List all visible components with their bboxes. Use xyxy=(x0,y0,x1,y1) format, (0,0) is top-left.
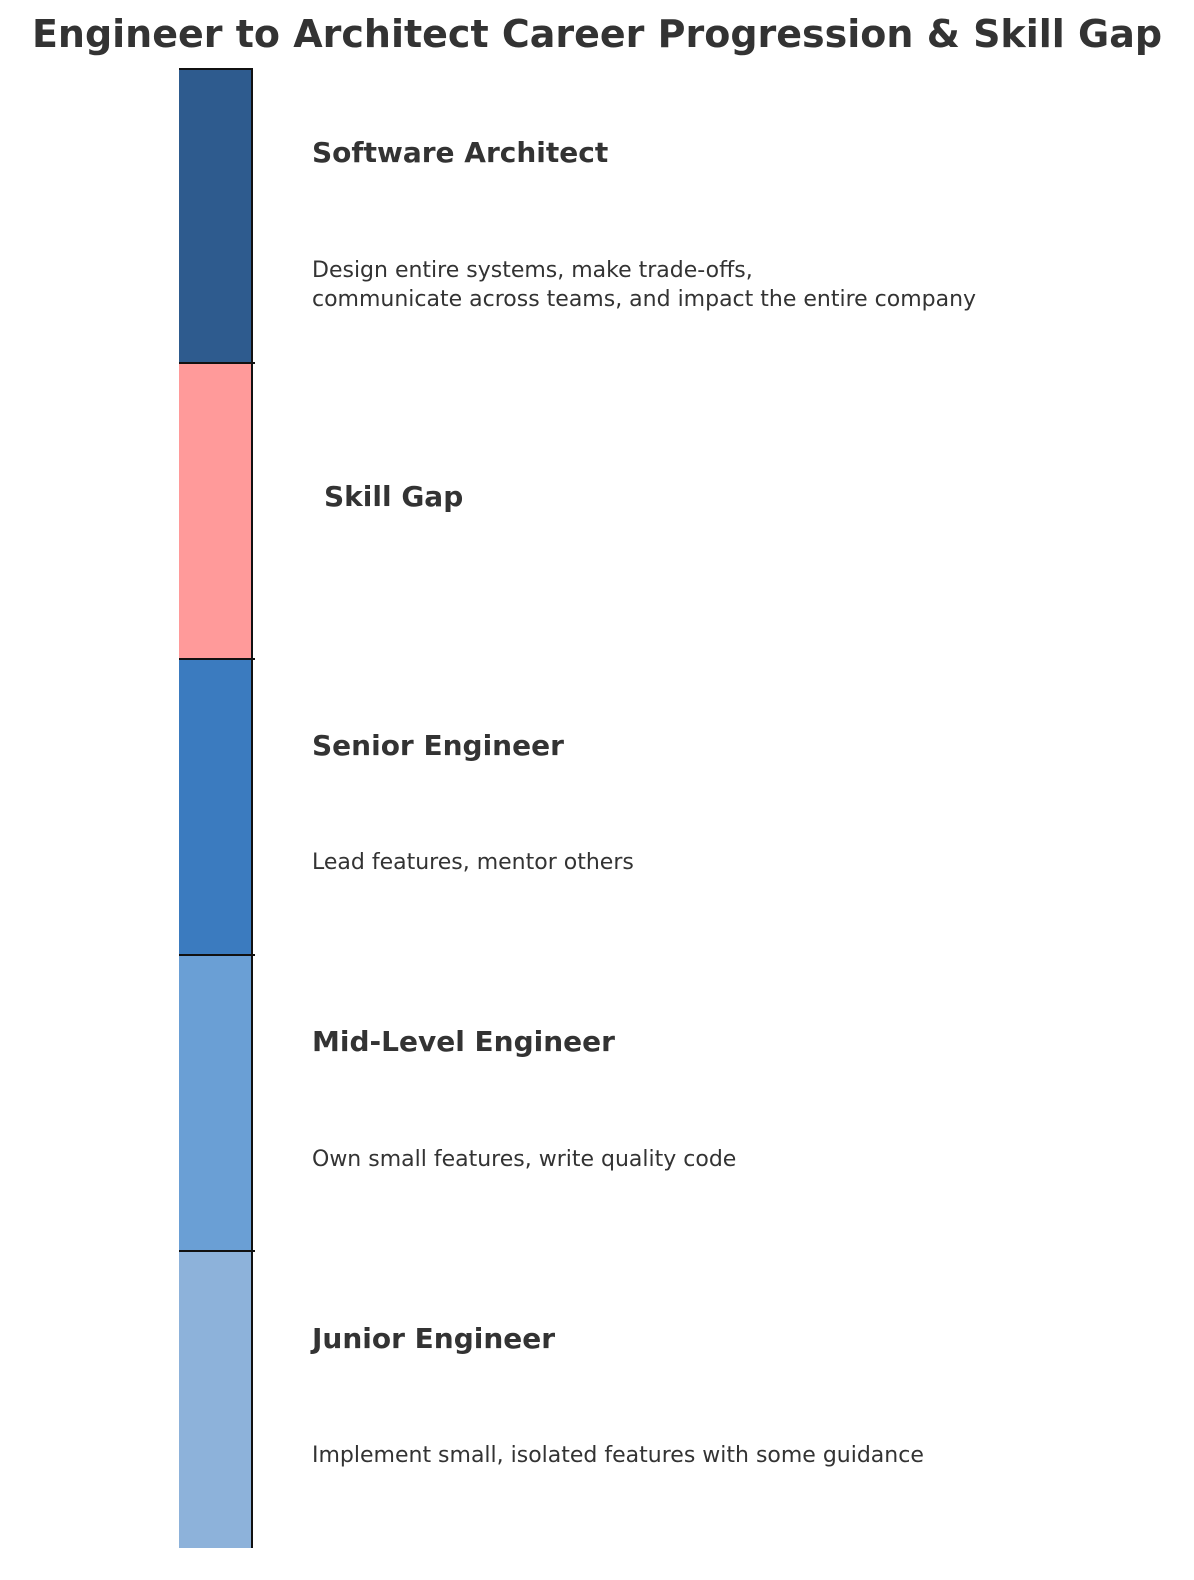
segment-mid-level-engineer xyxy=(179,956,253,1252)
divider-line xyxy=(179,658,255,660)
segment-software-architect xyxy=(179,68,253,364)
diagram-title: Engineer to Architect Career Progression… xyxy=(31,12,1163,56)
divider-line xyxy=(179,1250,255,1252)
divider-line xyxy=(179,954,255,956)
career-ladder xyxy=(179,68,255,1548)
level-desc-mid-level-engineer: Own small features, write quality code xyxy=(312,1147,737,1172)
level-label-skill-gap: Skill Gap xyxy=(324,480,464,513)
segment-senior-engineer xyxy=(179,660,253,956)
segment-junior-engineer xyxy=(179,1252,253,1548)
segment-skill-gap xyxy=(179,364,253,660)
level-desc-software-architect: Design entire systems, make trade-offs, … xyxy=(312,258,977,312)
level-label-junior-engineer: Junior Engineer xyxy=(312,1322,556,1355)
level-label-senior-engineer: Senior Engineer xyxy=(312,729,564,762)
level-desc-junior-engineer: Implement small, isolated features with … xyxy=(312,1443,924,1468)
divider-line xyxy=(179,362,255,364)
level-label-mid-level-engineer: Mid-Level Engineer xyxy=(312,1025,615,1058)
level-label-software-architect: Software Architect xyxy=(312,136,609,169)
level-desc-senior-engineer: Lead features, mentor others xyxy=(312,850,634,875)
